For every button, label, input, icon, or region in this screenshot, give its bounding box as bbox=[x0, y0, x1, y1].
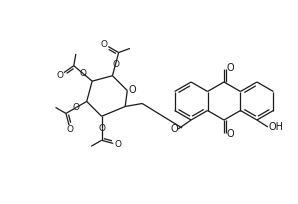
Text: O: O bbox=[98, 124, 105, 133]
Text: O: O bbox=[114, 140, 122, 149]
Text: OH: OH bbox=[268, 122, 283, 132]
Text: O: O bbox=[226, 129, 234, 139]
Text: O: O bbox=[100, 40, 107, 49]
Text: O: O bbox=[73, 103, 80, 112]
Text: O: O bbox=[226, 63, 234, 73]
Text: O: O bbox=[67, 125, 74, 134]
Text: O: O bbox=[80, 69, 86, 78]
Text: O: O bbox=[112, 60, 119, 69]
Text: O: O bbox=[128, 85, 136, 95]
Text: O: O bbox=[170, 124, 178, 134]
Text: O: O bbox=[56, 71, 63, 80]
